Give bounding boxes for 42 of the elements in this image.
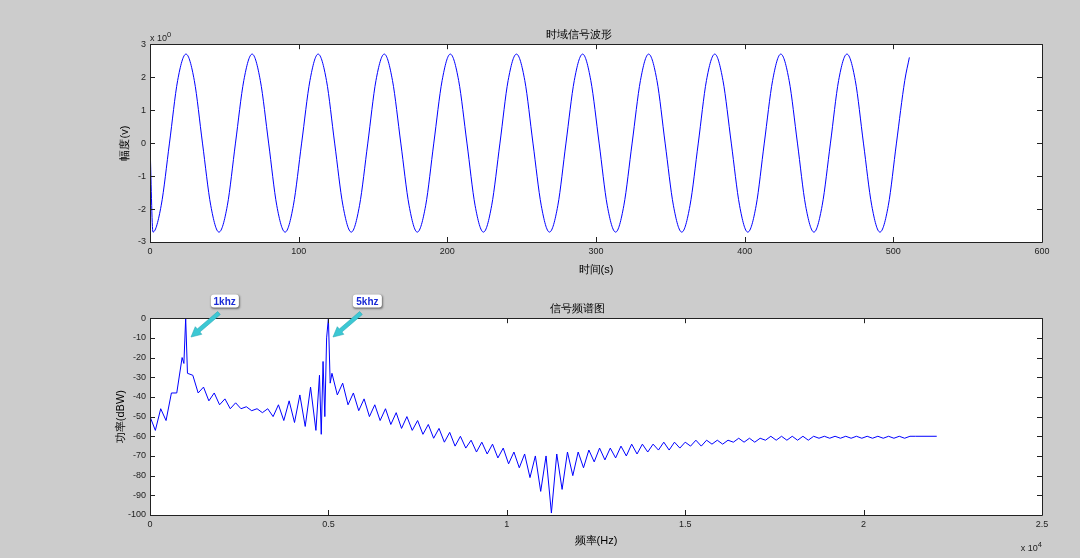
x-axis-title: 频率(Hz): [574, 534, 618, 547]
y-tick-label: -20: [132, 352, 146, 363]
y-tick-label: -3: [137, 236, 146, 247]
y-tick-label: -40: [132, 391, 146, 402]
y-tick-label: -50: [132, 411, 146, 422]
x-tick-label: 0.5: [322, 518, 335, 529]
y-axis-title: 功率(dBW): [113, 390, 126, 444]
y-tick-label: 0: [140, 137, 146, 148]
y-tick-label: -60: [132, 430, 146, 441]
x-tick-label: 500: [885, 245, 901, 256]
chart-title: 信号频谱图: [549, 301, 605, 314]
text: x 10$^{4}$: [1020, 539, 1042, 554]
y-tick-label: 3: [140, 38, 146, 49]
y-tick-label: -2: [137, 203, 146, 214]
y-tick-label: 1: [140, 104, 146, 115]
y-tick-label: -1: [137, 170, 146, 181]
y-tick-label: 2: [140, 71, 146, 82]
y-tick-label: -80: [132, 470, 146, 481]
x-tick-label: 0: [147, 245, 153, 256]
y-tick-label: -10: [132, 332, 146, 343]
x-tick-label: 2.5: [1035, 518, 1049, 529]
x-tick-label: 600: [1034, 245, 1050, 256]
y-tick-label: -30: [132, 371, 146, 382]
x-tick-label: 1: [504, 518, 510, 529]
text: x 10$^{0}$: [150, 29, 172, 45]
y-tick-label: 0: [140, 312, 146, 323]
chart-title: 时域信号波形: [546, 27, 612, 40]
y-axis-title: 幅度(v): [117, 125, 130, 161]
x-axis-title: 时间(s): [578, 263, 614, 276]
x-tick-label: 1.5: [678, 518, 692, 529]
y-tick-label: -100: [127, 509, 146, 520]
x-tick-label: 200: [439, 245, 455, 256]
x-tick-label: 300: [588, 245, 604, 256]
x-tick-label: 400: [737, 245, 753, 256]
line-series: [150, 53, 910, 233]
y-tick-label: -90: [132, 489, 146, 500]
x-tick-label: 0: [147, 518, 153, 529]
y-tick-label: -70: [132, 450, 146, 461]
text: 1khz: [210, 294, 239, 308]
text: 5khz: [353, 294, 382, 308]
x-tick-label: 100: [291, 245, 307, 256]
x-tick-label: 2: [861, 518, 867, 529]
